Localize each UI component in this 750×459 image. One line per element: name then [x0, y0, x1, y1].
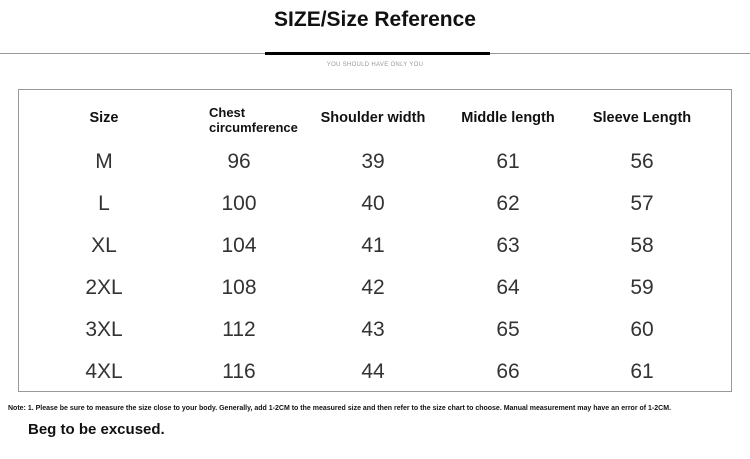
- table-cell: 60: [630, 318, 654, 341]
- subtitle: YOU SHOULD HAVE ONLY YOU: [326, 62, 424, 68]
- column-header: Shoulder width: [320, 110, 426, 126]
- table-cell: 2XL: [85, 276, 123, 299]
- table-cell: M: [95, 150, 113, 173]
- table-cell: 42: [361, 276, 385, 299]
- table-cell: 61: [496, 150, 520, 173]
- table-cell: 62: [496, 192, 520, 215]
- table-cell: 61: [630, 360, 654, 383]
- page-title: SIZE/Size Reference: [274, 8, 476, 31]
- table-cell: L: [98, 192, 110, 215]
- table-cell: 112: [222, 318, 256, 341]
- table-cell: 44: [361, 360, 385, 383]
- table-cell: 108: [221, 276, 257, 299]
- table-cell: 66: [496, 360, 520, 383]
- table-cell: 116: [222, 360, 256, 383]
- table-cell: 59: [630, 276, 654, 299]
- table-cell: 40: [361, 192, 385, 215]
- table-cell: 63: [496, 234, 520, 257]
- column-header: Size: [89, 110, 119, 126]
- table-cell: 96: [227, 150, 251, 173]
- table-cell: 100: [221, 192, 257, 215]
- table-cell: 39: [361, 150, 385, 173]
- table-cell: 58: [630, 234, 654, 257]
- column-header: Sleeve Length: [592, 110, 692, 126]
- table-cell: 4XL: [85, 360, 123, 383]
- measurement-note: Note: 1. Please be sure to measure the s…: [8, 405, 671, 412]
- table-cell: 104: [221, 234, 257, 257]
- table-cell: 65: [496, 318, 520, 341]
- table-cell: 41: [361, 234, 385, 257]
- size-table: Size Chest circumference Shoulder width Mid…: [18, 89, 732, 392]
- column-header: Chest circumference: [209, 105, 298, 135]
- table-cell: XL: [91, 234, 117, 257]
- footer-text: Beg to be excused.: [28, 421, 165, 438]
- column-header: Middle length: [461, 110, 555, 126]
- table-cell: 57: [630, 192, 654, 215]
- table-cell: 56: [630, 150, 654, 173]
- title-underline: [265, 52, 490, 55]
- table-cell: 43: [361, 318, 385, 341]
- table-cell: 3XL: [85, 318, 123, 341]
- table-cell: 64: [496, 276, 520, 299]
